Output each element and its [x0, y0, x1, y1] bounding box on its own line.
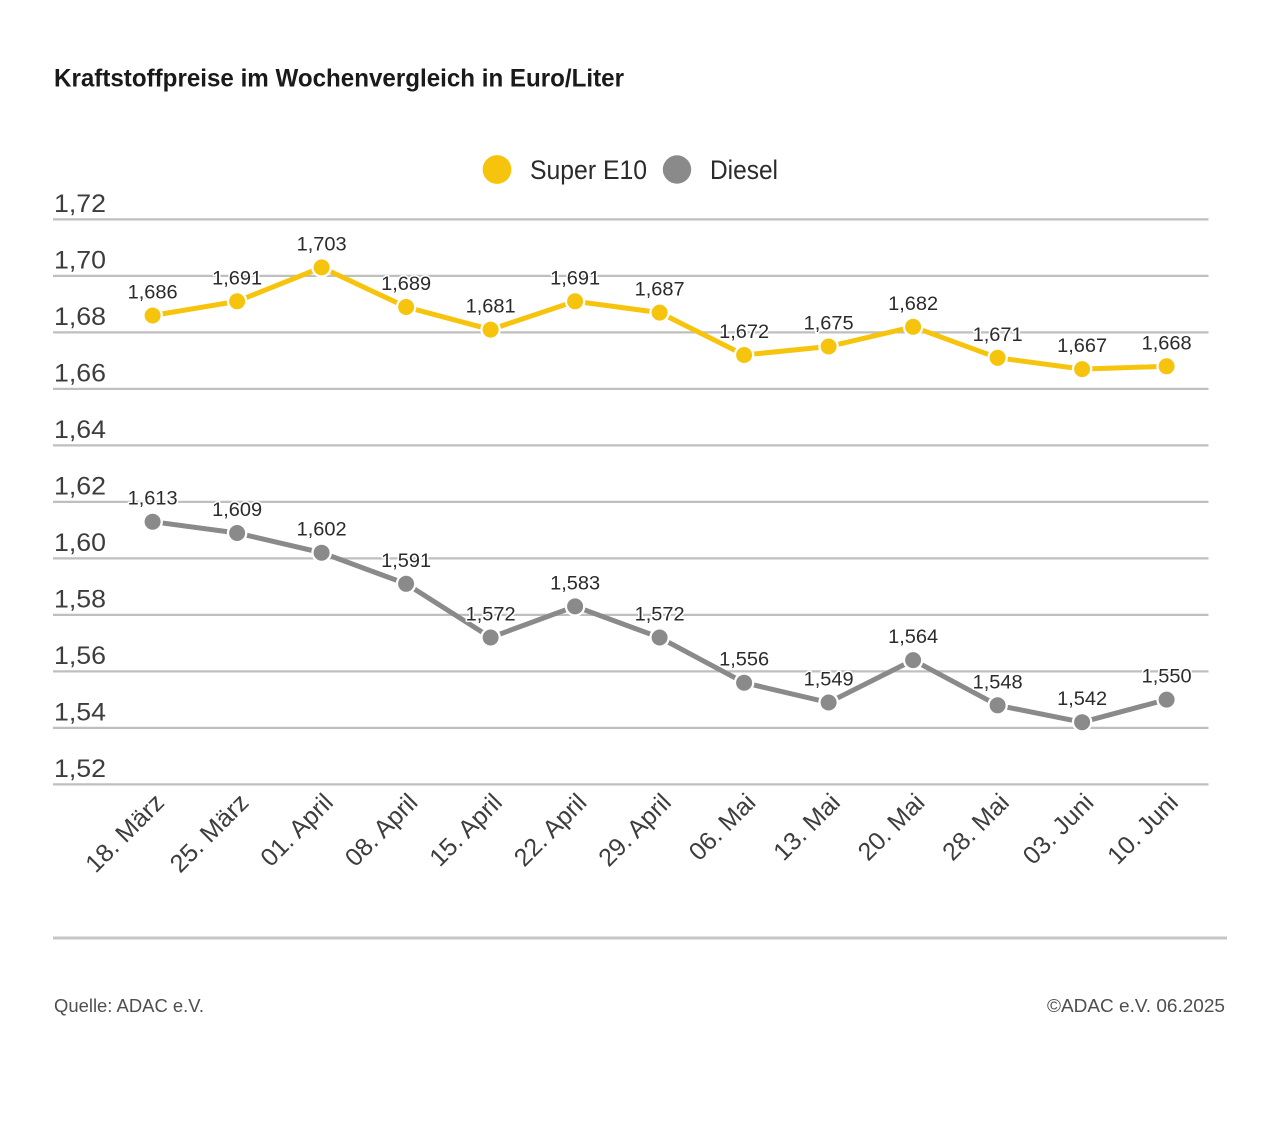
svg-text:1,667: 1,667: [1057, 336, 1107, 357]
svg-text:1,54: 1,54: [54, 699, 106, 727]
svg-text:1,682: 1,682: [888, 294, 938, 315]
svg-text:1,64: 1,64: [54, 416, 106, 444]
svg-text:Quelle: ADAC e.V.: Quelle: ADAC e.V.: [54, 996, 204, 1016]
svg-text:Super E10: Super E10: [530, 155, 647, 185]
svg-text:1,56: 1,56: [54, 642, 106, 670]
svg-text:1,550: 1,550: [1142, 667, 1192, 688]
svg-text:©ADAC e.V. 06.2025: ©ADAC e.V. 06.2025: [1047, 996, 1225, 1016]
svg-text:1,68: 1,68: [54, 303, 106, 331]
svg-text:1,668: 1,668: [1142, 333, 1192, 354]
svg-text:1,609: 1,609: [212, 500, 262, 521]
svg-text:1,686: 1,686: [128, 283, 178, 304]
svg-text:1,60: 1,60: [54, 529, 106, 557]
svg-text:1,72: 1,72: [54, 190, 106, 218]
svg-text:1,602: 1,602: [297, 520, 347, 541]
svg-text:1,681: 1,681: [466, 297, 516, 318]
svg-text:1,572: 1,572: [466, 605, 516, 626]
svg-text:1,66: 1,66: [54, 360, 106, 388]
svg-text:1,52: 1,52: [54, 755, 106, 783]
svg-text:1,583: 1,583: [550, 573, 600, 594]
svg-text:Kraftstoffpreise im Wochenverg: Kraftstoffpreise im Wochenvergleich in E…: [54, 65, 624, 93]
svg-text:1,672: 1,672: [719, 322, 769, 343]
svg-text:1,591: 1,591: [381, 551, 431, 572]
svg-text:1,613: 1,613: [128, 489, 178, 510]
svg-text:1,691: 1,691: [550, 268, 600, 289]
svg-text:1,691: 1,691: [212, 268, 262, 289]
svg-text:1,70: 1,70: [54, 247, 106, 275]
svg-text:1,542: 1,542: [1057, 689, 1107, 710]
svg-text:1,564: 1,564: [888, 627, 938, 648]
svg-text:1,703: 1,703: [297, 234, 347, 255]
svg-text:1,689: 1,689: [381, 274, 431, 295]
svg-text:1,675: 1,675: [804, 314, 854, 335]
svg-text:Diesel: Diesel: [710, 155, 778, 185]
svg-text:1,671: 1,671: [973, 325, 1023, 346]
svg-text:1,58: 1,58: [54, 586, 106, 614]
svg-text:1,687: 1,687: [635, 280, 685, 301]
svg-text:1,549: 1,549: [804, 670, 854, 691]
svg-text:1,548: 1,548: [973, 672, 1023, 693]
svg-text:1,62: 1,62: [54, 473, 106, 501]
svg-text:1,572: 1,572: [635, 605, 685, 626]
svg-text:1,556: 1,556: [719, 650, 769, 671]
